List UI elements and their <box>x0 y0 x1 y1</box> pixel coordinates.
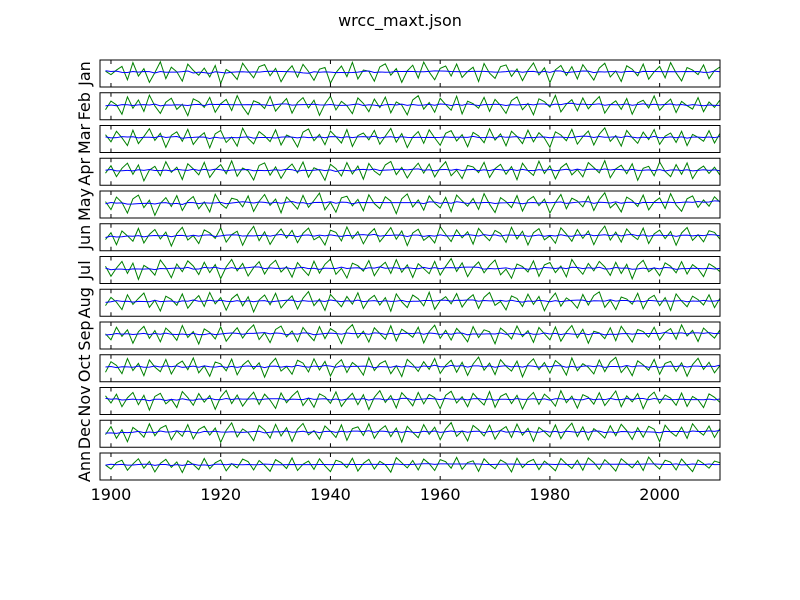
smoothed-series-line-nov <box>105 397 720 402</box>
raw-series-line-aug <box>105 290 720 314</box>
smoothed-series-line-oct <box>105 364 720 369</box>
panel-frame-jun <box>99 223 721 252</box>
smoothed-series-line-jul <box>105 266 720 271</box>
chart-title: wrcc_maxt.json <box>338 11 462 31</box>
panel-frame-may <box>99 190 721 219</box>
panel-label-sep: Sep <box>75 320 94 350</box>
panel-jun: Jun <box>75 223 721 252</box>
smoothed-series-line-sep <box>105 331 720 336</box>
panel-label-aug: Aug <box>75 287 94 318</box>
panel-label-jul: Jul <box>75 260 94 280</box>
panel-label-feb: Feb <box>75 92 94 120</box>
panel-oct: Oct <box>75 354 721 383</box>
panel-label-nov: Nov <box>75 385 94 416</box>
panel-frame-ann <box>99 452 721 481</box>
panel-ann: Ann <box>75 451 721 482</box>
raw-series-line-oct <box>105 356 720 379</box>
smoothed-series-line-feb <box>105 102 720 107</box>
panel-label-ann: Ann <box>75 451 94 482</box>
panel-frame-dec <box>99 419 721 448</box>
smoothed-series-line-jun <box>105 233 720 238</box>
panel-frame-nov <box>99 387 721 415</box>
panel-label-may: May <box>75 188 94 221</box>
panel-apr: Apr <box>75 157 721 186</box>
raw-series-line-feb <box>105 93 720 118</box>
raw-series-line-may <box>105 191 720 217</box>
smoothed-series-line-aug <box>105 299 720 303</box>
panel-label-jan: Jan <box>75 61 94 87</box>
x-tick-label-1980: 1980 <box>530 485 571 504</box>
smoothed-series-line-apr <box>105 168 720 173</box>
smoothed-series-line-jan <box>105 70 720 74</box>
panel-aug: Aug <box>75 287 721 318</box>
panel-frame-sep <box>99 321 721 350</box>
smoothed-series-line-may <box>105 200 720 205</box>
panel-frame-jul <box>99 256 721 284</box>
panel-frame-apr <box>99 157 721 186</box>
panel-sep: Sep <box>75 320 721 351</box>
panel-label-mar: Mar <box>75 123 94 154</box>
panel-frame-aug <box>99 288 721 317</box>
raw-series-line-dec <box>105 421 720 444</box>
panels-group: Jan Feb Mar Apr May Jun Jul Aug Sep Oct Nov Dec Ann <box>75 59 721 482</box>
panel-may: May <box>75 188 721 221</box>
panel-frame-mar <box>99 125 721 153</box>
smoothed-series-line-mar <box>105 135 720 139</box>
panel-label-oct: Oct <box>75 354 94 382</box>
panel-mar: Mar <box>75 123 721 154</box>
panel-nov: Nov <box>75 385 721 417</box>
panel-frame-jan <box>99 59 721 88</box>
raw-series-line-jun <box>105 225 720 248</box>
panel-dec: Dec <box>75 418 721 449</box>
panel-label-apr: Apr <box>75 157 94 185</box>
x-tick-label-1920: 1920 <box>200 485 241 504</box>
x-axis: 1900 1920 1940 1960 1980 2000 <box>91 485 680 504</box>
smoothed-series-line-ann <box>105 463 720 467</box>
x-tick-label-2000: 2000 <box>639 485 680 504</box>
x-tick-label-1960: 1960 <box>420 485 461 504</box>
smoothed-series-line-dec <box>105 429 720 434</box>
x-tick-label-1900: 1900 <box>91 485 132 504</box>
panel-jan: Jan <box>75 59 721 88</box>
panel-frame-feb <box>99 92 721 121</box>
raw-series-line-sep <box>105 323 720 346</box>
raw-series-line-mar <box>105 126 720 150</box>
panel-feb: Feb <box>75 92 721 121</box>
panel-frame-oct <box>99 354 721 383</box>
raw-series-line-ann <box>105 456 720 474</box>
raw-series-line-apr <box>105 159 720 183</box>
x-tick-label-1940: 1940 <box>310 485 351 504</box>
panel-label-jun: Jun <box>75 225 94 251</box>
panel-jul: Jul <box>75 256 721 284</box>
raw-series-line-jul <box>105 257 720 281</box>
raw-series-line-nov <box>105 389 720 412</box>
panel-label-dec: Dec <box>75 418 94 449</box>
